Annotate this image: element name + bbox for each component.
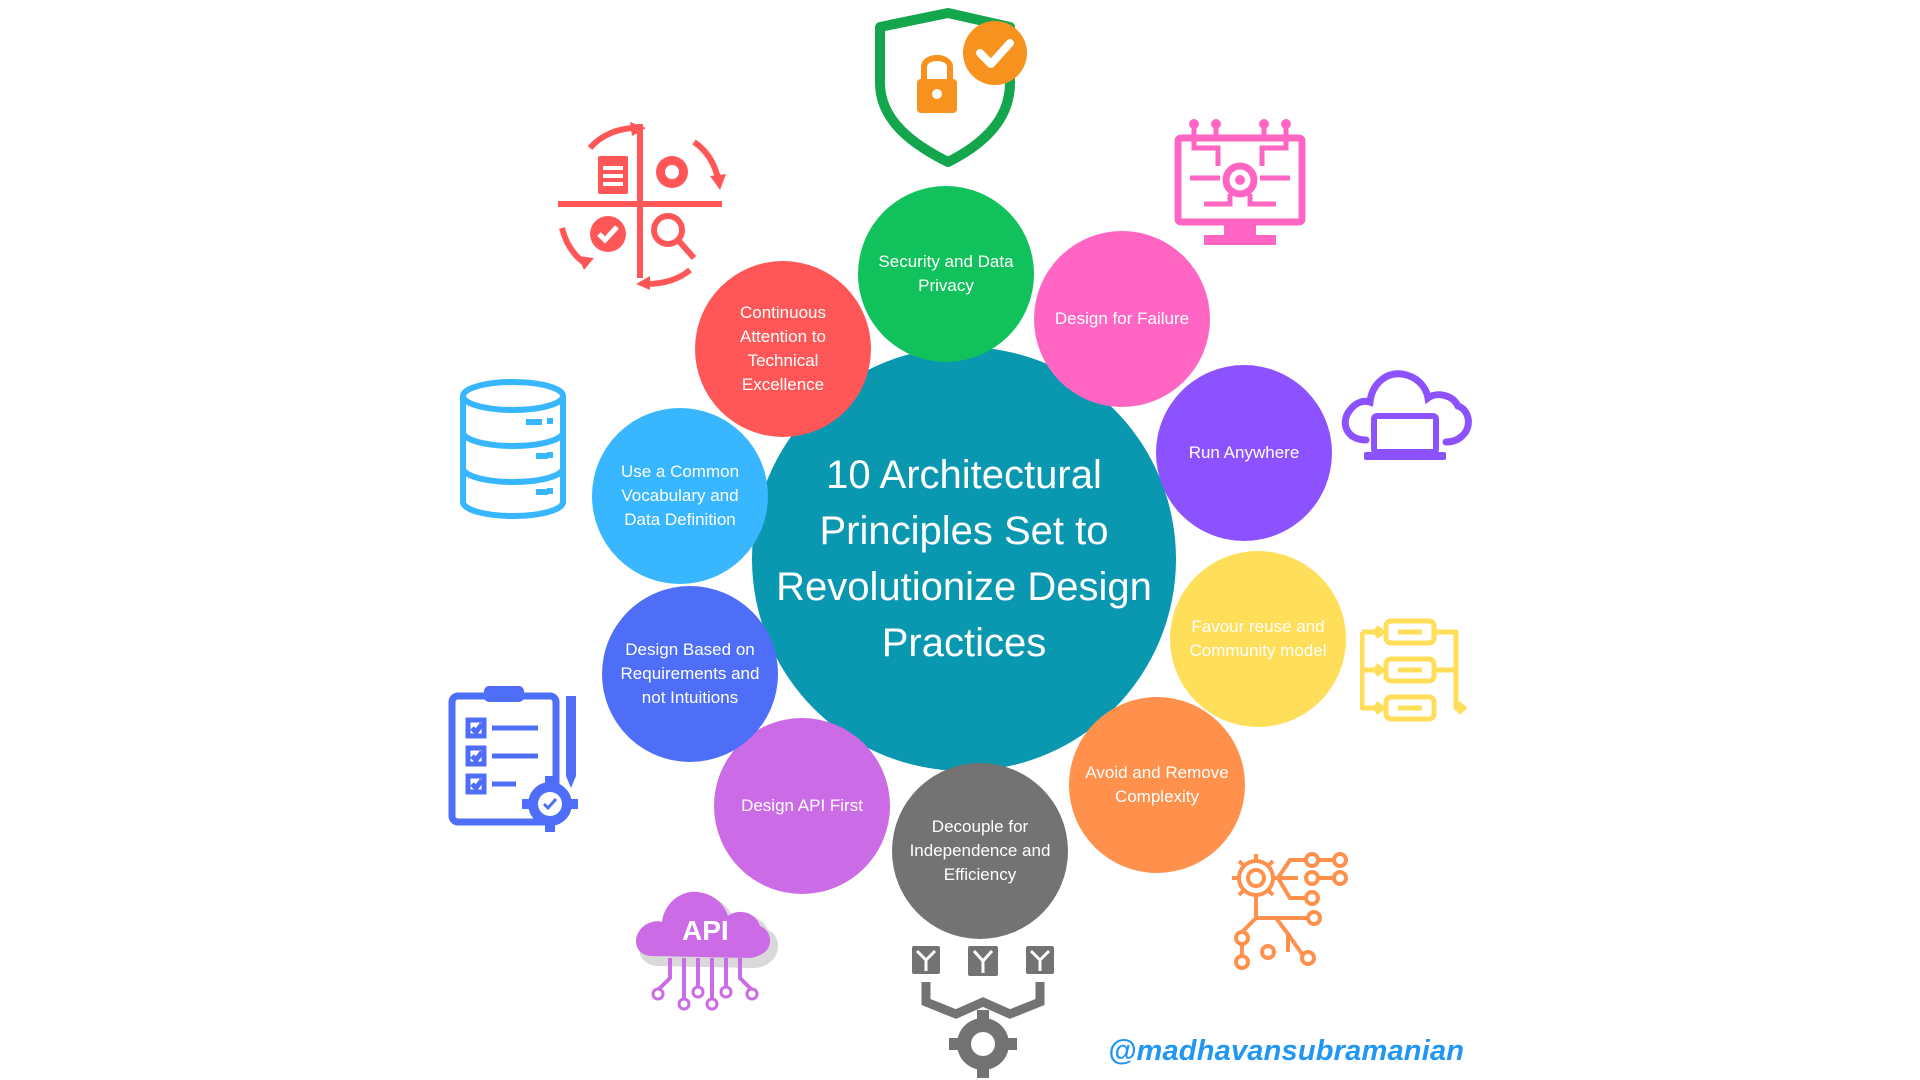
shield-lock-check-icon	[875, 8, 1027, 167]
principle-design-for-failure: Design for Failure	[1034, 231, 1210, 407]
principle-common-vocabulary: Use a Common Vocabulary and Data Definit…	[592, 408, 768, 584]
principle-label: Design API First	[741, 796, 863, 815]
database-icon	[460, 379, 566, 520]
principle-security: Security and Data Privacy	[858, 186, 1034, 362]
principle-label: Avoid and Remove Complexity	[1085, 763, 1229, 806]
principle-label: Continuous Attention to Technical Excell…	[739, 303, 826, 394]
principle-run-anywhere: Run Anywhere	[1156, 365, 1332, 541]
boxes-gear-icon	[912, 946, 1054, 1078]
cloud-laptop-icon	[1341, 370, 1472, 460]
principle-label: Security and Data Privacy	[878, 252, 1014, 295]
api-label: API	[682, 915, 729, 946]
principle-avoid-complexity: Avoid and Remove Complexity	[1069, 697, 1245, 873]
center-circle: 10 Architectural Principles Set to Revol…	[752, 347, 1176, 771]
author-watermark: @madhavansubramanian	[1108, 1035, 1465, 1067]
principle-design-api-first: Design API First	[714, 718, 890, 894]
monitor-gear-icon	[1174, 119, 1306, 245]
principle-label: Favour reuse and Community model	[1189, 617, 1327, 660]
principle-label: Use a Common Vocabulary and Data Definit…	[620, 462, 740, 529]
principle-label: Decouple for Independence and Efficiency	[909, 817, 1051, 884]
workflow-icon	[1360, 618, 1467, 722]
api-cloud-icon: API	[636, 891, 779, 1011]
process-cycle-icon	[558, 122, 726, 290]
principle-decouple: Decouple for Independence and Efficiency	[892, 763, 1068, 939]
principle-label: Design Based on Requirements and not Int…	[620, 640, 760, 707]
principle-favour-reuse: Favour reuse and Community model	[1170, 551, 1346, 727]
gear-network-icon	[1232, 852, 1348, 970]
center-title: 10 Architectural Principles Set to Revol…	[776, 453, 1152, 665]
principle-technical-excellence: Continuous Attention to Technical Excell…	[695, 261, 871, 437]
principle-label: Run Anywhere	[1188, 443, 1300, 462]
principle-requirements: Design Based on Requirements and not Int…	[602, 586, 778, 762]
checklist-gear-icon	[448, 686, 578, 832]
principle-label: Design for Failure	[1054, 309, 1190, 328]
